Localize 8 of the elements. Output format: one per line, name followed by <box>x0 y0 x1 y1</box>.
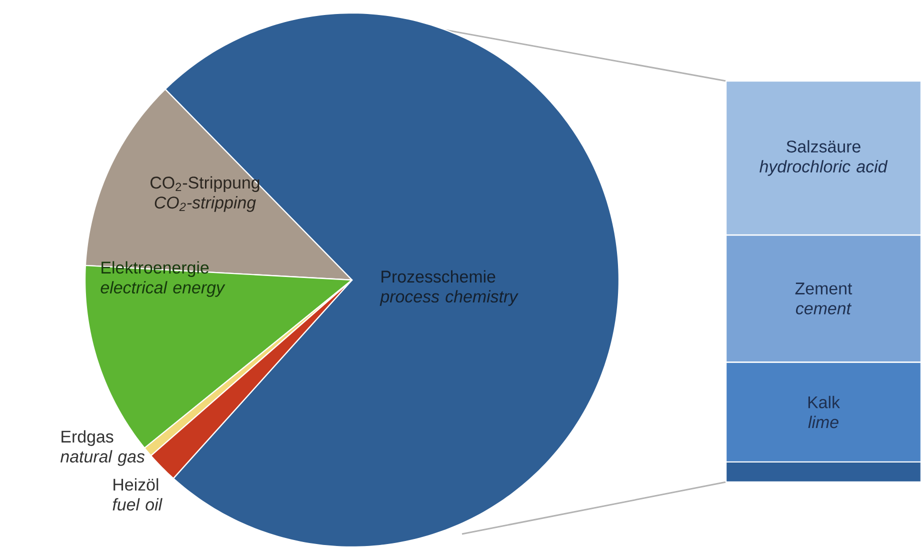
slice-label: Heizöl fuel oil <box>112 478 162 511</box>
category-label: CO$_{2}$-Strippung CO$_{2}$-stripping <box>150 176 260 212</box>
slice-label: Erdgas natural gas <box>60 430 145 466</box>
series-label: Salzsäure hydrochloric acid <box>760 140 888 176</box>
slice-label: Elektroenergie electrical energy <box>100 261 226 297</box>
slice-label: Prozesschemie process chemistry <box>380 270 518 306</box>
series-label: Zement cement <box>795 282 852 314</box>
series-label: Kalk lime <box>808 396 840 428</box>
